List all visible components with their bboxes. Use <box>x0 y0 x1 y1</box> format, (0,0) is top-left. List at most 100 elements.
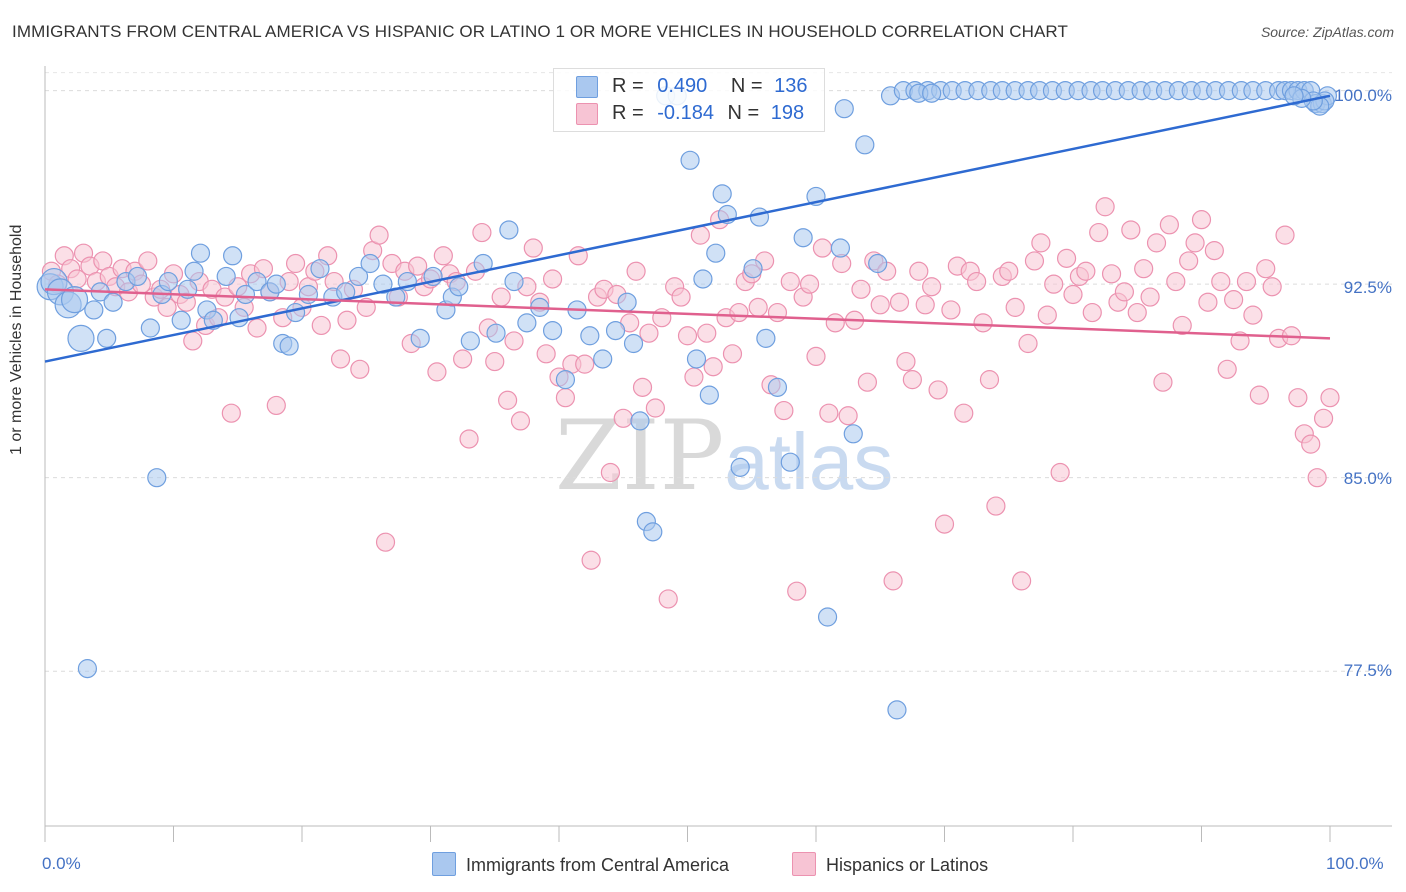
data-point <box>1056 248 1077 268</box>
data-point <box>693 269 713 289</box>
legend-swatch-blue <box>432 852 456 876</box>
data-point <box>922 83 942 103</box>
data-point <box>1256 259 1276 279</box>
data-point <box>1146 233 1167 253</box>
data-point <box>1018 333 1038 354</box>
data-point <box>729 302 749 323</box>
data-point <box>360 253 380 274</box>
data-point <box>1031 233 1051 253</box>
bottom-legend-blue: Immigrants from Central America <box>432 852 729 876</box>
data-point <box>954 403 974 423</box>
data-point <box>690 225 710 245</box>
legend-r-value: 0.490 <box>657 75 708 97</box>
data-point <box>84 300 104 320</box>
data-point <box>613 408 633 428</box>
data-point <box>1313 408 1334 428</box>
watermark-atlas: atlas <box>724 417 894 506</box>
data-point <box>1275 225 1295 245</box>
data-point <box>1076 261 1096 281</box>
data-point <box>491 287 511 307</box>
data-point <box>1198 292 1218 312</box>
data-point <box>896 351 916 372</box>
legend-swatch-pink <box>576 103 598 125</box>
chart-title: IMMIGRANTS FROM CENTRAL AMERICA VS HISPA… <box>12 22 1068 41</box>
data-point <box>373 274 393 294</box>
data-point <box>266 274 286 294</box>
data-point <box>311 315 331 336</box>
data-point <box>915 295 935 315</box>
data-point <box>330 349 351 369</box>
data-point <box>504 271 524 292</box>
data-point <box>658 589 678 609</box>
data-point <box>223 246 243 266</box>
data-point <box>626 261 646 281</box>
data-point <box>605 321 626 341</box>
data-point <box>1095 197 1115 217</box>
correlation-legend: R = 0.490 N = 136 R = -0.184 N = 198 <box>553 68 825 132</box>
data-point <box>504 331 524 351</box>
data-point <box>498 390 518 410</box>
data-point <box>889 292 910 312</box>
series-central-america-points <box>36 81 1338 720</box>
data-point <box>623 333 644 354</box>
data-point <box>1243 305 1263 325</box>
data-point <box>643 522 663 542</box>
data-point <box>127 266 148 287</box>
data-point <box>1217 359 1237 379</box>
data-point <box>730 457 750 477</box>
data-point <box>812 238 833 258</box>
data-point <box>645 398 665 418</box>
data-point <box>928 380 948 400</box>
data-point <box>1011 571 1032 591</box>
data-point <box>703 357 723 377</box>
data-point <box>999 261 1019 281</box>
data-point <box>581 550 601 570</box>
data-point <box>555 370 576 390</box>
data-point <box>235 284 256 305</box>
data-point <box>793 228 813 248</box>
trend-line-hispanics <box>44 288 1331 340</box>
data-point <box>138 251 158 271</box>
data-point <box>838 406 858 426</box>
legend-r-label: R = <box>612 75 644 97</box>
data-point <box>453 349 473 369</box>
data-point <box>486 323 506 343</box>
data-point <box>337 310 357 330</box>
data-point <box>542 321 563 341</box>
data-point <box>1307 468 1327 488</box>
data-point <box>1262 277 1282 297</box>
data-point <box>902 370 922 390</box>
data-point <box>749 207 770 227</box>
data-point <box>748 297 768 317</box>
data-point <box>973 313 993 333</box>
data-point <box>472 222 492 243</box>
trend-line-central-america <box>44 94 1331 363</box>
data-point <box>699 385 719 405</box>
data-point <box>449 277 469 297</box>
data-point <box>593 349 613 369</box>
data-point <box>941 300 961 320</box>
data-point <box>843 424 863 444</box>
data-point <box>183 331 203 351</box>
data-point <box>743 259 763 279</box>
legend-row-1: R = 0.490 N = 136 <box>612 75 808 98</box>
y-tick-label: 100.0% <box>1334 86 1392 105</box>
data-point <box>817 607 838 627</box>
data-point <box>375 532 396 552</box>
data-point <box>979 370 1000 390</box>
data-point <box>184 261 204 281</box>
data-point <box>310 259 330 279</box>
data-point <box>756 328 776 348</box>
data-point <box>1301 434 1321 454</box>
legend-swatch-blue <box>576 76 598 98</box>
data-point <box>1159 215 1179 235</box>
data-point <box>1320 388 1340 408</box>
data-point <box>510 411 531 431</box>
legend-n-label: N = <box>730 75 763 97</box>
data-point <box>1101 264 1122 284</box>
data-point <box>140 318 160 338</box>
data-point <box>279 336 299 356</box>
data-point <box>221 403 241 423</box>
data-point <box>1050 462 1070 483</box>
data-point <box>1134 259 1154 279</box>
